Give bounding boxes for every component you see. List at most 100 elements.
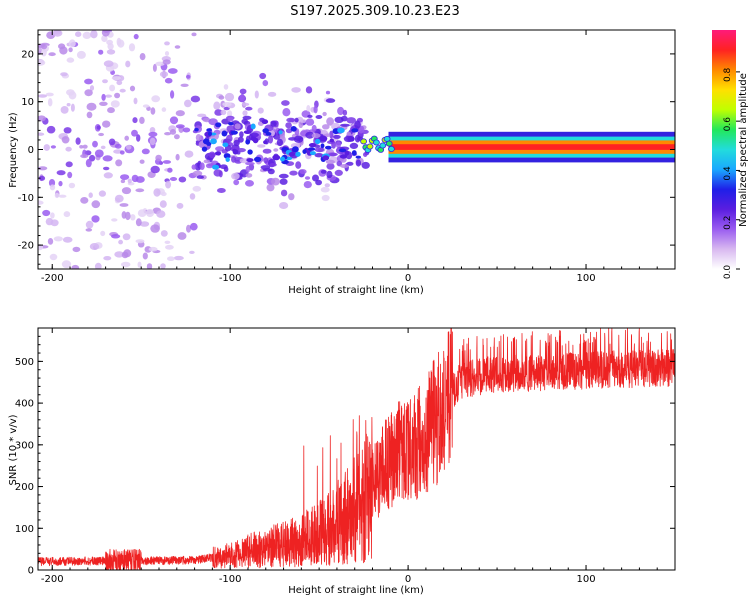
spectrogram-blob [180,83,189,88]
spectrogram-blob [337,106,345,116]
spectrogram-blob [233,179,240,186]
spectrogram-blob [226,125,236,132]
spectrogram-hotspot [325,145,332,150]
spectrogram-blob [213,169,222,177]
spectrogram-blob [191,32,197,37]
y-tick-label: 100 [15,524,34,535]
spectrogram-blob [315,179,322,186]
spectrogram-blob [150,224,160,233]
spectrogram-blob [208,118,218,126]
spectrogram-blob [164,51,170,56]
spectrogram-blob [100,145,106,150]
spectrogram-blob [315,115,323,119]
spectrogram-blob [234,123,241,130]
spectrogram-blob [96,125,101,130]
spectrogram-hotspot [210,138,217,145]
spectrogram-hotspot [232,148,237,153]
spectrogram-blob [324,183,330,188]
spectrogram-blob [223,106,230,111]
spectrogram-x-label: Height of straight line (km) [288,285,424,296]
spectrogram-blob [321,194,330,202]
y-tick-label: 500 [15,357,34,368]
spectrogram-blob [267,135,274,144]
spectrogram-blob [165,180,172,189]
spectrogram-blob [148,246,158,252]
spectrogram-blob [150,107,156,115]
spectrogram-blob [75,137,81,145]
spectrogram-blob [50,219,59,227]
spectrogram-blob [63,211,71,218]
spectrogram-blob [269,163,277,167]
spectrogram-hotspot [355,155,361,159]
spectrogram-blob [130,214,136,221]
spectrogram-blob [48,52,56,57]
spectrogram-hotspot [208,131,212,136]
spectrogram-blob [322,124,330,130]
spectrogram-blob [152,63,157,72]
spectrogram-blob [346,117,357,124]
spectrogram-blob [129,85,136,92]
spectrogram-blob [312,174,319,182]
spectrogram-blob [231,172,240,180]
spectrogram-blob [148,131,158,137]
spectrogram-blob [262,148,272,154]
spectrogram-blob [162,160,171,164]
spectrogram-blob [45,92,54,97]
snr-panel: -200 -100 0 100 0 100 200 300 400 500 Height of … [8,327,676,596]
spectrogram-blob [320,169,327,174]
colorbar-tick-label: 0.4 [723,166,733,181]
spectrogram-blob [102,120,111,128]
spectrogram-blob [354,120,361,129]
spectrogram-blob [231,156,237,163]
spectrogram-hotspot [265,132,272,136]
spectrogram-blob [169,177,178,181]
spectrogram-blob [205,163,214,169]
snr-trace [38,328,675,570]
spectrogram-blob [311,124,317,132]
spectrogram-blob [279,178,288,185]
x-tick-label: -100 [219,574,242,585]
spectrogram-blob [91,215,100,223]
spectrogram-blob [307,114,313,118]
spectrogram-blob [155,154,162,162]
spectrogram-blob [61,136,70,144]
spectrogram-blob [46,125,56,134]
spectrogram-blob [120,174,130,181]
spectrogram-blob [226,134,233,143]
spectrogram-blob [124,135,129,141]
spectrogram-blob [259,72,267,80]
spectrogram-blob [178,176,187,183]
spectrogram-blob [84,78,93,85]
spectrogram-blob [303,181,312,189]
spectrogram-blob [182,127,191,133]
x-tick-label: 0 [405,574,411,585]
spectrogram-blob [241,102,250,106]
spectrogram-hotspot [215,122,222,128]
spectrogram-hotspot [288,152,296,157]
spectrogram-blob [58,194,67,198]
spectrogram-blob [125,211,131,221]
spectrogram-blob [340,115,348,122]
x-tick-label: 100 [576,273,595,284]
spectrogram-blob [305,118,315,126]
spectrogram-blob [242,110,248,116]
spectrogram-hotspot [206,128,212,132]
spectrogram-blob [267,91,277,97]
spectrogram-hotspot [308,143,317,148]
spectrogram-blob [223,84,229,90]
spectrogram-blob [38,94,47,98]
spectrogram-blob [131,129,138,137]
spectrogram-blob [223,166,229,172]
spectrogram-blob [245,165,250,173]
spectrogram-hotspot [351,150,357,156]
spectrogram-blob [139,116,145,124]
colorbar-tick-label: 0.6 [723,117,733,132]
spectrogram-hotspot [243,130,252,135]
snr-x-ticks: -200 -100 0 100 [41,328,676,585]
spectrogram-hotspot [254,156,262,163]
spectrogram-blob [197,113,207,118]
spectrogram-blob [117,39,125,48]
spectrogram-blob [319,129,328,135]
spectrogram-blob [102,79,108,84]
spectrogram-blob [191,164,197,170]
